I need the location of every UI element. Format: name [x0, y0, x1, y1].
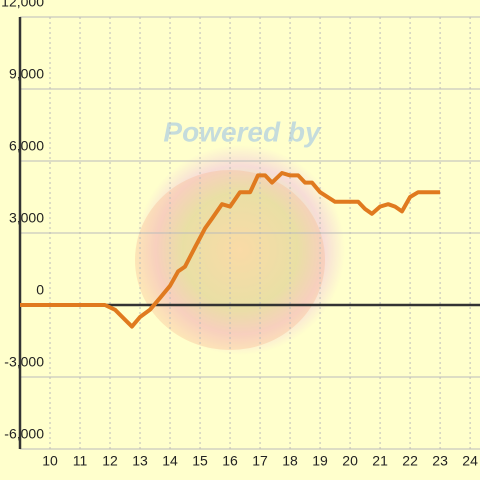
x-tick-label: 12 — [102, 453, 118, 469]
y-tick-label: -6,000 — [4, 426, 44, 442]
x-tick-label: 14 — [162, 453, 178, 469]
x-tick-label: 18 — [282, 453, 298, 469]
x-tick-label: 19 — [312, 453, 328, 469]
x-tick-label: 24 — [462, 453, 478, 469]
x-tick-label: 11 — [73, 453, 88, 469]
x-tick-label: 22 — [402, 453, 418, 469]
x-tick-label: 16 — [222, 453, 238, 469]
x-tick-label: 15 — [192, 453, 208, 469]
y-tick-label: 12,000 — [1, 0, 44, 10]
x-tick-label: 20 — [342, 453, 358, 469]
y-tick-label: -3,000 — [4, 354, 44, 370]
watermark-art — [135, 145, 345, 355]
watermark: Powered by — [163, 116, 322, 147]
y-tick-label: 0 — [36, 282, 44, 298]
y-tick-label: 3,000 — [9, 210, 44, 226]
y-tick-label: 6,000 — [9, 138, 44, 154]
x-tick-label: 17 — [252, 453, 268, 469]
x-tick-label: 23 — [432, 453, 448, 469]
y-tick-label: 9,000 — [9, 66, 44, 82]
line — [20, 171, 441, 329]
x-tick-label: 21 — [372, 453, 388, 469]
x-tick-label: 13 — [132, 453, 148, 469]
x-tick-label: 10 — [42, 453, 58, 469]
